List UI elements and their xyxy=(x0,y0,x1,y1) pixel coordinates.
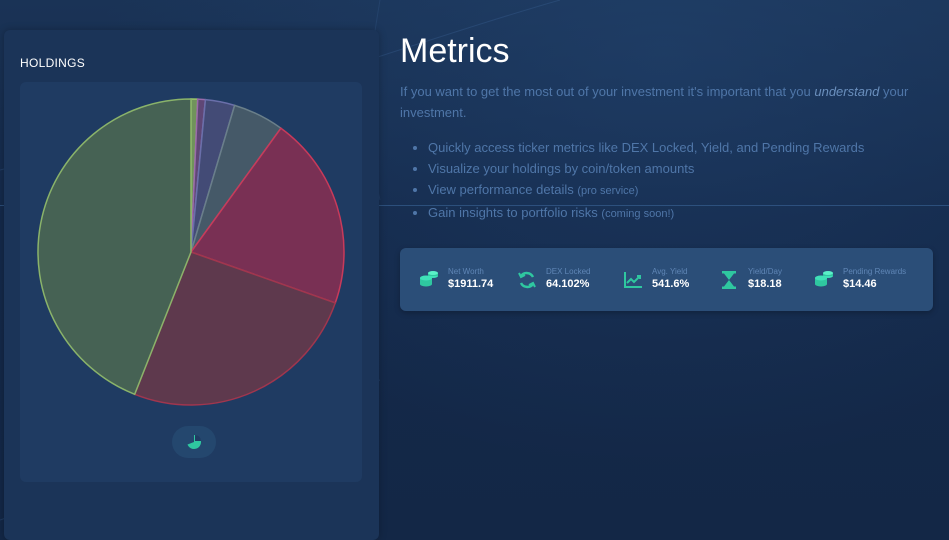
intro-text-after: your investment. xyxy=(400,84,909,120)
refresh-icon xyxy=(516,269,538,291)
background-divider xyxy=(0,205,949,206)
chart-toggle-button[interactable] xyxy=(172,426,216,458)
chart-line-icon xyxy=(622,269,644,291)
intro-emphasis: understand xyxy=(814,84,880,99)
feature-text: View performance details xyxy=(428,182,578,197)
stat-label: Net Worth xyxy=(448,267,484,276)
intro-text-before: If you want to get the most out of your … xyxy=(400,84,815,99)
coins-icon xyxy=(418,269,440,291)
pie-chart-icon xyxy=(187,434,202,449)
feature-text: Gain insights to portfolio risks xyxy=(428,205,602,220)
stat-label: DEX Locked xyxy=(546,267,591,276)
feature-note: (coming soon!) xyxy=(601,208,675,220)
feature-item: Visualize your holdings by coin/token am… xyxy=(428,158,864,179)
stat-value: $1911.74 xyxy=(448,278,494,290)
holdings-pie-chart xyxy=(37,98,345,406)
stat-value: 541.6% xyxy=(652,278,690,290)
pie-slice[interactable] xyxy=(133,251,337,406)
stat-pending-rewards: Pending Rewards $14.46 xyxy=(813,248,906,311)
holdings-card: HOLDINGS xyxy=(4,30,379,540)
metrics-intro: If you want to get the most out of your … xyxy=(400,81,920,123)
features-list: Quickly access ticker metrics like DEX L… xyxy=(410,137,864,225)
stat-label: Avg. Yield xyxy=(652,267,688,276)
stats-bar: Net Worth $1911.74 DEX Locked 64.102% xyxy=(400,248,933,311)
hourglass-icon xyxy=(718,269,740,291)
feature-item: Quickly access ticker metrics like DEX L… xyxy=(428,137,864,158)
stat-value: $18.18 xyxy=(748,278,782,290)
stat-label: Pending Rewards xyxy=(843,267,907,276)
holdings-title: HOLDINGS xyxy=(20,56,86,70)
feature-note: (pro service) xyxy=(577,185,639,197)
metrics-title: Metrics xyxy=(400,32,510,70)
stat-net-worth: Net Worth $1911.74 xyxy=(418,248,493,311)
feature-text: Visualize your holdings by coin/token am… xyxy=(428,161,695,176)
stat-value: $14.46 xyxy=(843,278,877,290)
feature-text: Quickly access ticker metrics like DEX L… xyxy=(428,140,865,155)
stat-value: 64.102% xyxy=(546,278,590,290)
pie-slice[interactable] xyxy=(37,98,192,396)
stat-dex-locked: DEX Locked 64.102% xyxy=(516,248,590,311)
stat-yield-day: Yield/Day $18.18 xyxy=(718,248,782,311)
stat-label: Yield/Day xyxy=(748,267,782,276)
feature-item: View performance details (pro service) xyxy=(428,179,864,202)
pie-slice[interactable] xyxy=(189,127,345,304)
coins-icon xyxy=(813,269,835,291)
stat-avg-yield: Avg. Yield 541.6% xyxy=(622,248,689,311)
holdings-chart-panel xyxy=(20,82,362,482)
feature-item: Gain insights to portfolio risks (coming… xyxy=(428,202,864,225)
